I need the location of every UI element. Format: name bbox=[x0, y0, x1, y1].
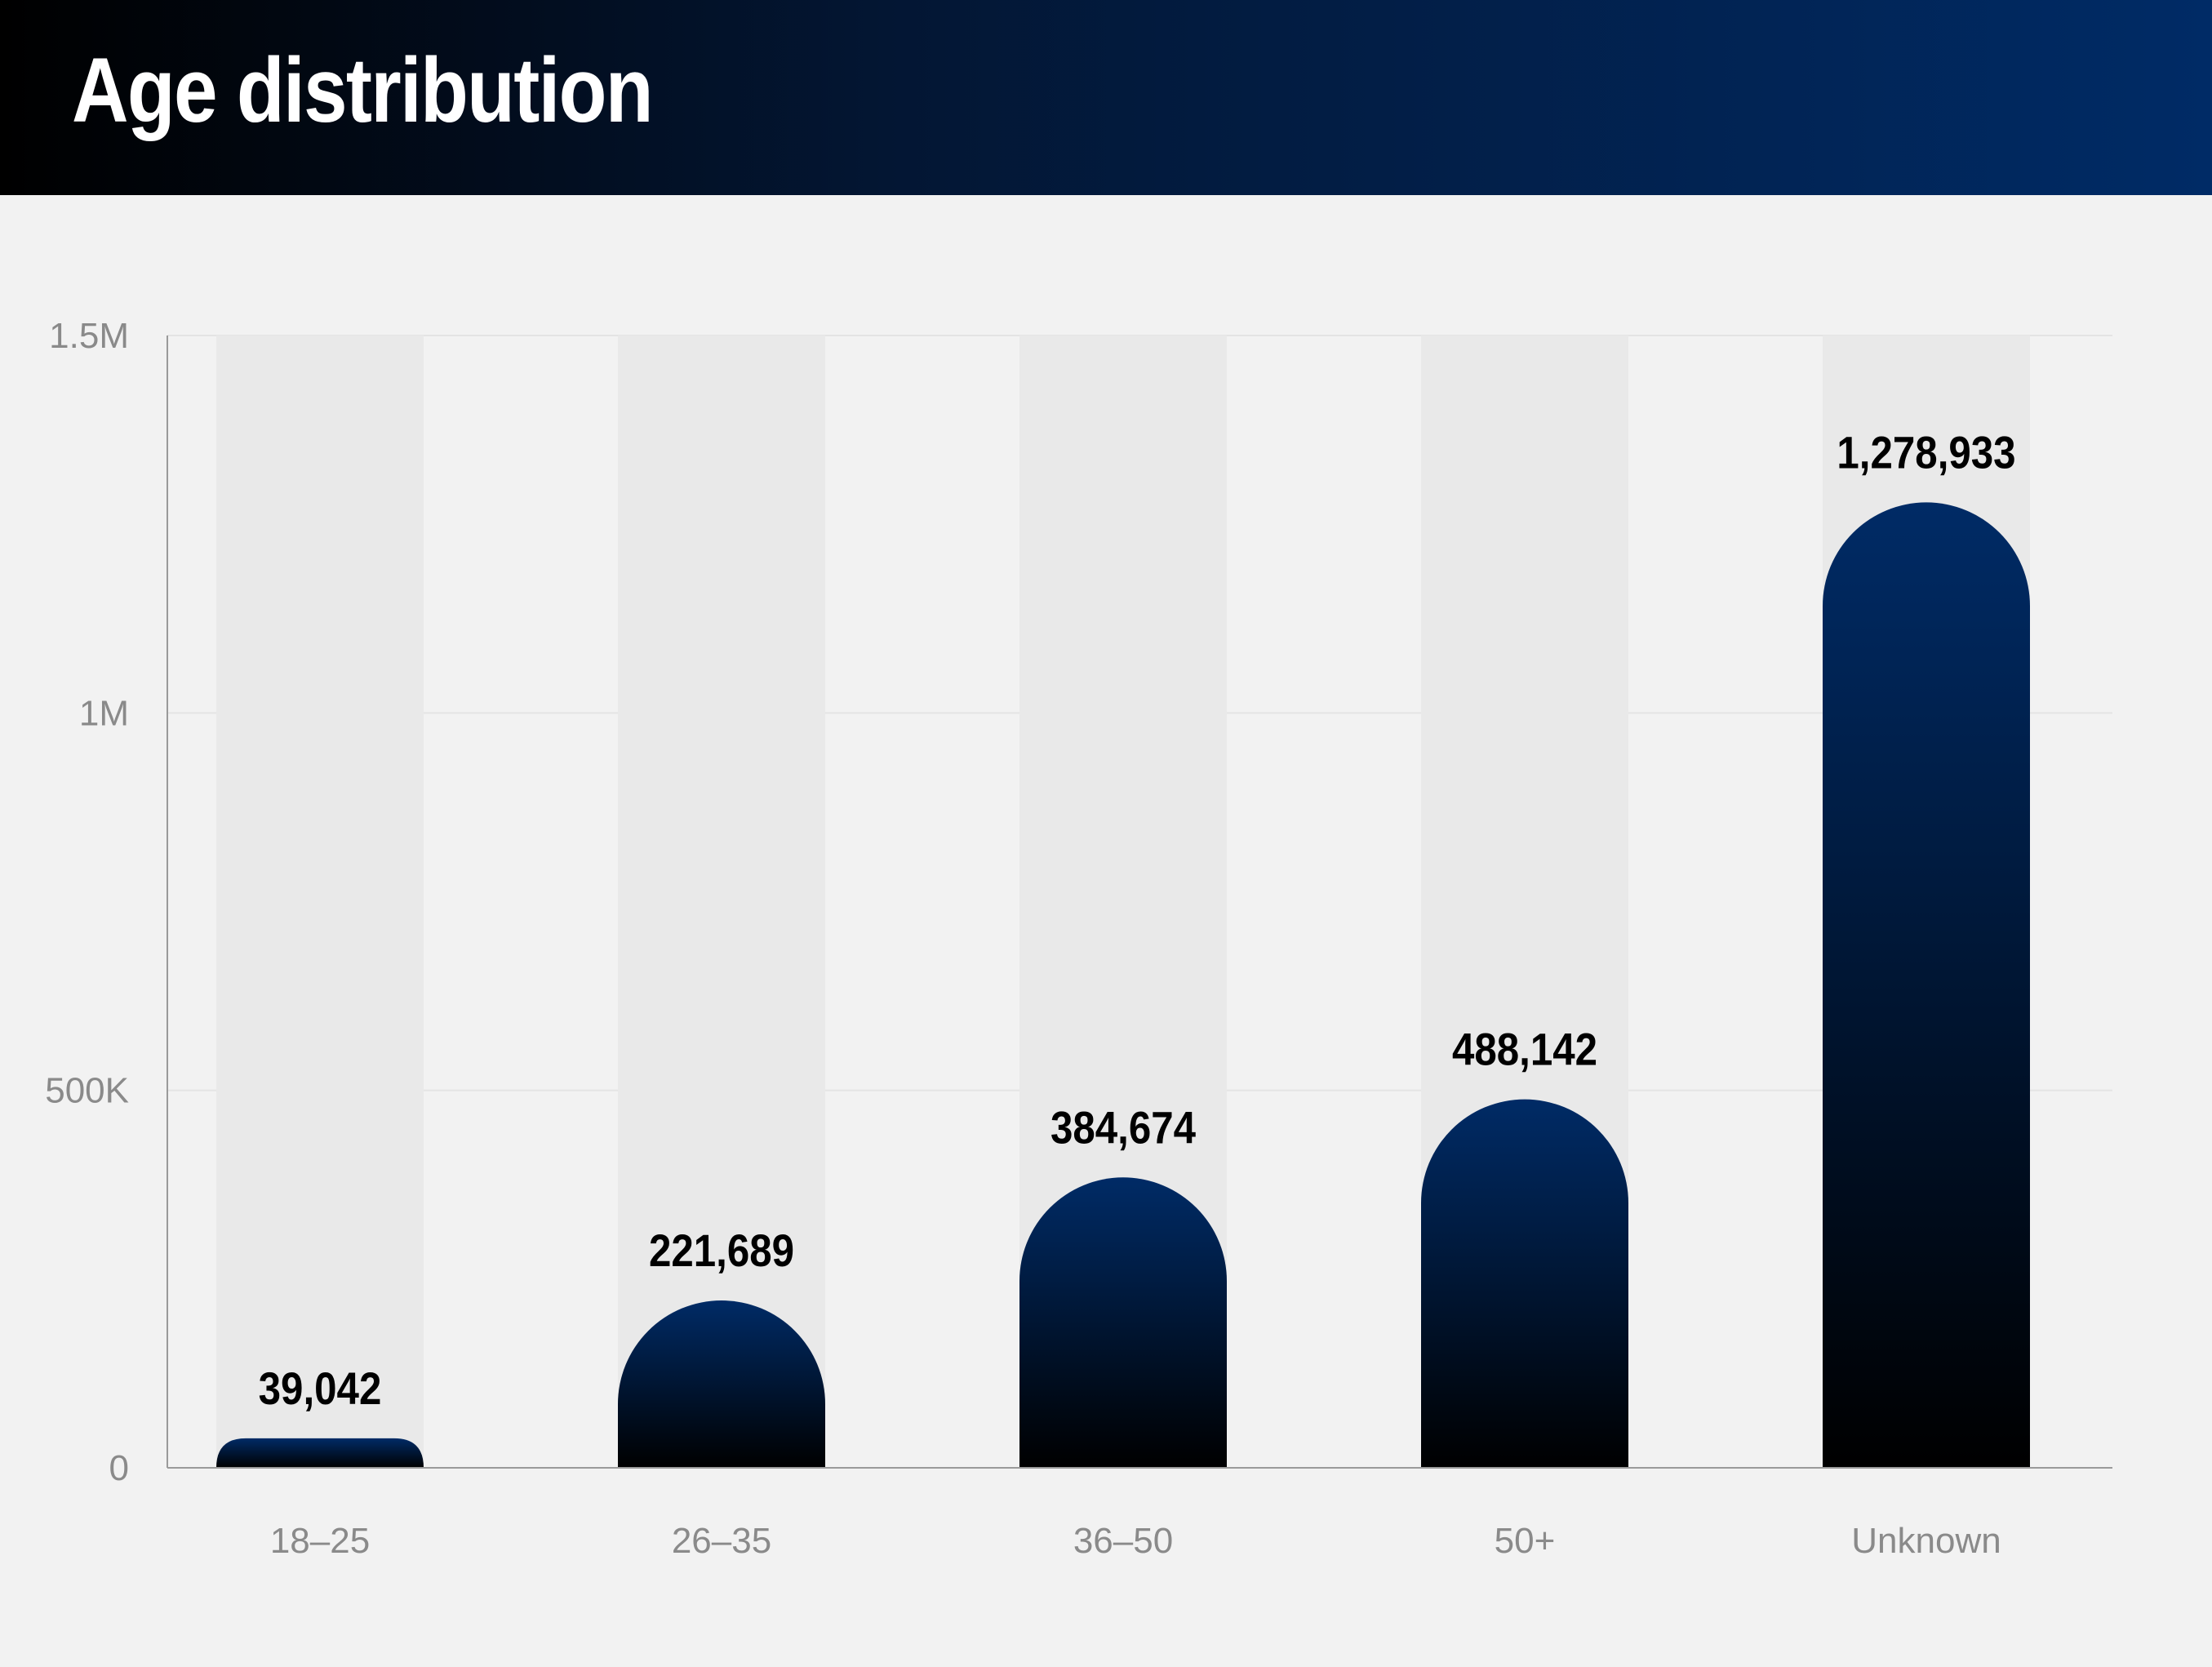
y-tick-label: 1M bbox=[79, 693, 129, 733]
value-label: 1,278,933 bbox=[1837, 428, 2015, 479]
bar-50- bbox=[1421, 1099, 1628, 1468]
bar-track bbox=[618, 336, 825, 1468]
y-tick-label: 500K bbox=[45, 1071, 129, 1111]
page-title: Age distribution bbox=[72, 39, 654, 141]
header-banner: Age distribution bbox=[0, 0, 2212, 195]
x-tick-label: 26–35 bbox=[672, 1521, 771, 1561]
x-tick-label: 18–25 bbox=[270, 1521, 370, 1561]
value-label: 488,142 bbox=[1452, 1025, 1597, 1076]
bar-26-35 bbox=[618, 1300, 825, 1468]
x-tick-label: 36–50 bbox=[1073, 1521, 1173, 1561]
bar-18-25 bbox=[216, 1438, 424, 1468]
value-label: 39,042 bbox=[259, 1363, 382, 1415]
x-tick-label: Unknown bbox=[1851, 1521, 2001, 1561]
bar-track bbox=[216, 336, 424, 1468]
x-tick-label: 50+ bbox=[1495, 1521, 1556, 1561]
bar-unknown bbox=[1823, 502, 2030, 1468]
bar-36-50 bbox=[1019, 1177, 1227, 1468]
value-label: 221,689 bbox=[649, 1225, 794, 1277]
y-tick-label: 1.5M bbox=[49, 316, 129, 356]
value-label: 384,674 bbox=[1050, 1102, 1197, 1154]
y-tick-label: 0 bbox=[109, 1448, 129, 1488]
